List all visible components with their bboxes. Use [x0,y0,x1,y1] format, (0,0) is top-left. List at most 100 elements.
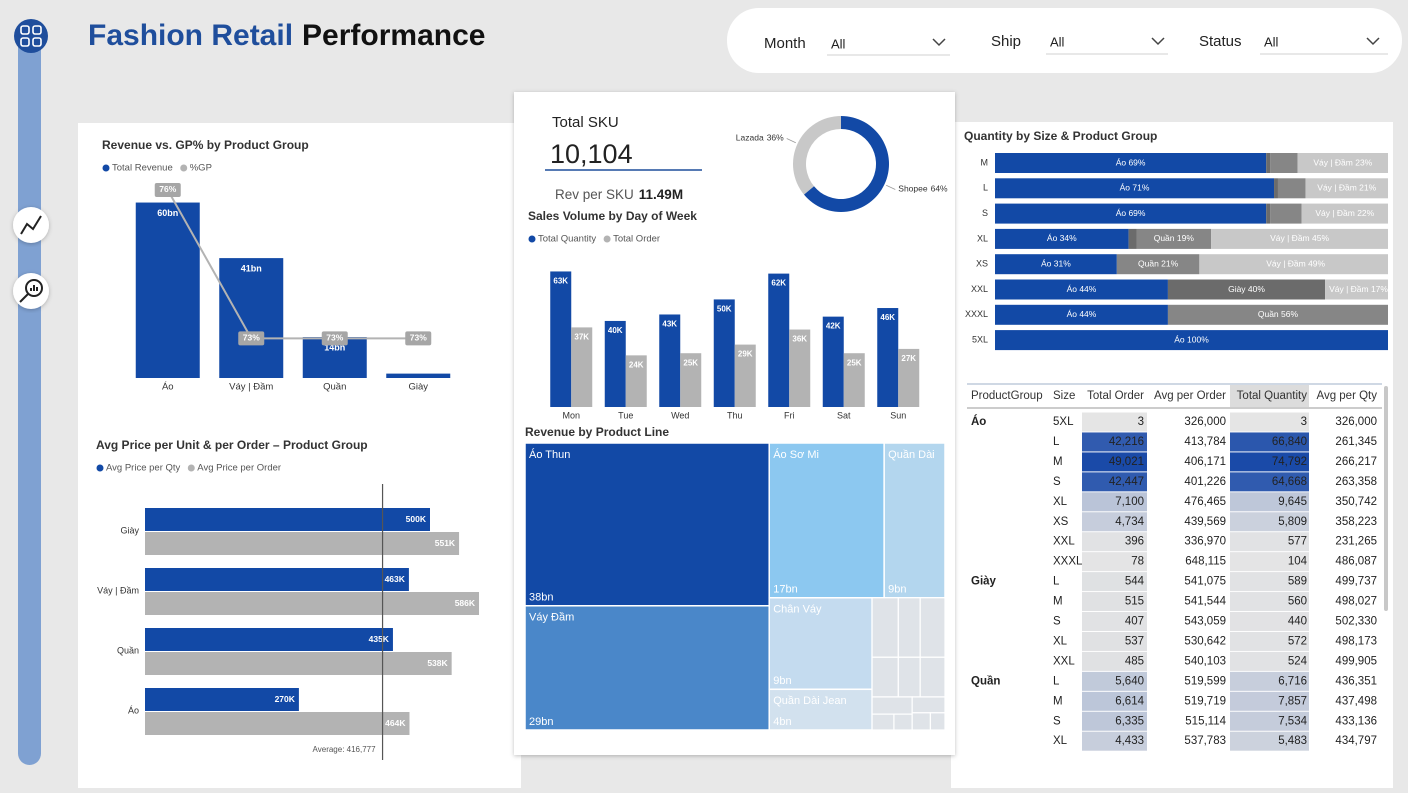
y-tick-label: S [982,208,988,218]
dropdown[interactable]: All [1260,30,1388,55]
table-cell: XXXL [1053,556,1083,568]
data-label: 36% [767,133,784,143]
treemap-minor-cell [871,597,899,658]
table-cell: XL [1053,635,1068,647]
bar-segment [1274,178,1278,199]
cell-background [1230,691,1309,711]
bar-segment [1167,279,1326,300]
data-label: Váy | Đầm 45% [1270,233,1329,243]
chart-title: Sales Volume by Day of Week [528,209,697,223]
scrollbar[interactable] [1384,386,1388,611]
dropdown[interactable]: All [827,31,950,56]
table-cell: S [1053,476,1061,488]
data-label: 25K [847,358,862,367]
data-label: 27K [901,354,916,363]
data-label: Áo 44% [1067,284,1097,294]
data-label: Áo 31% [1041,258,1071,268]
table-cell: 413,784 [1184,436,1226,448]
table-cell: 515,114 [1185,715,1226,727]
table-cell: 6,716 [1278,675,1307,687]
dropdown-field[interactable] [827,31,950,55]
data-label: 538K [427,658,448,668]
data-label: Váy | Đầm 49% [1266,258,1325,268]
reference-label: Average: 416,777 [313,745,377,754]
table-cell: 266,217 [1335,456,1377,468]
cell-background [1230,651,1309,671]
data-label: 36K [792,335,807,344]
legend-marker [180,164,188,172]
bar [145,652,452,675]
data-label: 60bn [157,208,178,218]
dropdown-field[interactable] [1260,30,1388,54]
table-cell: 589 [1288,576,1307,588]
data-label: Quần 19% [1154,233,1195,243]
table-cell: 572 [1288,635,1307,647]
table-cell: M [1053,695,1063,707]
legend-label: %GP [190,163,212,174]
bar [571,327,593,407]
bar [877,308,899,407]
table-cell: 261,345 [1335,436,1377,448]
dropdown-field[interactable] [1046,30,1168,54]
table-cell: 406,171 [1184,456,1226,468]
treemap-cell [768,442,885,599]
bar-segment [995,330,1388,351]
dropdown[interactable]: All [1046,30,1168,55]
table-cell: 502,330 [1335,616,1377,628]
logo [14,19,48,53]
category-label: Lazada [736,133,764,143]
data-label: Áo 69% [1116,208,1146,218]
cell-background [1230,552,1309,572]
table-header: Total Order [1087,390,1144,402]
table-cell: 396 [1125,536,1144,548]
table-cell: 5,483 [1278,735,1307,747]
logo-icon [20,25,42,47]
donut-label: Shopee 64% [898,184,948,194]
y-tick-label: L [983,183,988,193]
table-header: Avg per Order [1154,390,1226,402]
table-cell: 326,000 [1184,416,1226,428]
table-cell: 42,447 [1109,476,1144,488]
table-cell: XL [1053,496,1068,508]
nav-button-trend[interactable] [13,207,49,243]
bar [145,592,480,615]
treemap-label: Chân Váy [773,604,822,616]
chart-title: Revenue by Product Line [525,425,669,439]
bar-segment [995,178,1275,199]
x-tick-label: Thu [727,410,743,420]
data-label: 29K [738,350,753,359]
data-label: 9bn [773,675,791,687]
table-cell: 499,905 [1335,655,1377,667]
table-cell: S [1053,616,1061,628]
treemap-minor-cell [897,656,921,698]
dropdown-value[interactable]: All [831,36,846,51]
cell-background [1230,671,1309,691]
x-tick-label: Mon [562,410,580,420]
treemap-label: Áo Thun [529,448,570,461]
x-tick-label: Giày [408,382,428,393]
table-header: ProductGroup [971,390,1043,402]
treemap-minor-cell [919,597,946,658]
data-label: 43K [662,320,677,329]
treemap-cell [524,442,770,607]
table-cell: 78 [1131,556,1144,568]
bar-segment [1116,254,1200,275]
table-cell: 499,737 [1335,576,1377,588]
table-cell: 519,599 [1184,675,1226,687]
table-cell: 5XL [1053,416,1074,428]
data-label: 38bn [529,592,553,604]
dropdown-value[interactable]: All [1050,34,1065,49]
data-label: 586K [455,598,476,608]
table-cell: 577 [1288,536,1307,548]
cell-background [1082,572,1147,592]
cell-background [1230,432,1309,452]
bar [734,344,756,407]
table-cell: 64,668 [1272,476,1307,488]
table-group: Áo [971,415,986,428]
table-cell: 439,569 [1184,516,1226,528]
chart-title: Avg Price per Unit & per Order – Product… [96,438,368,452]
bar [145,628,393,651]
dropdown-value[interactable]: All [1264,34,1279,49]
table-cell: 3 [1138,416,1144,428]
